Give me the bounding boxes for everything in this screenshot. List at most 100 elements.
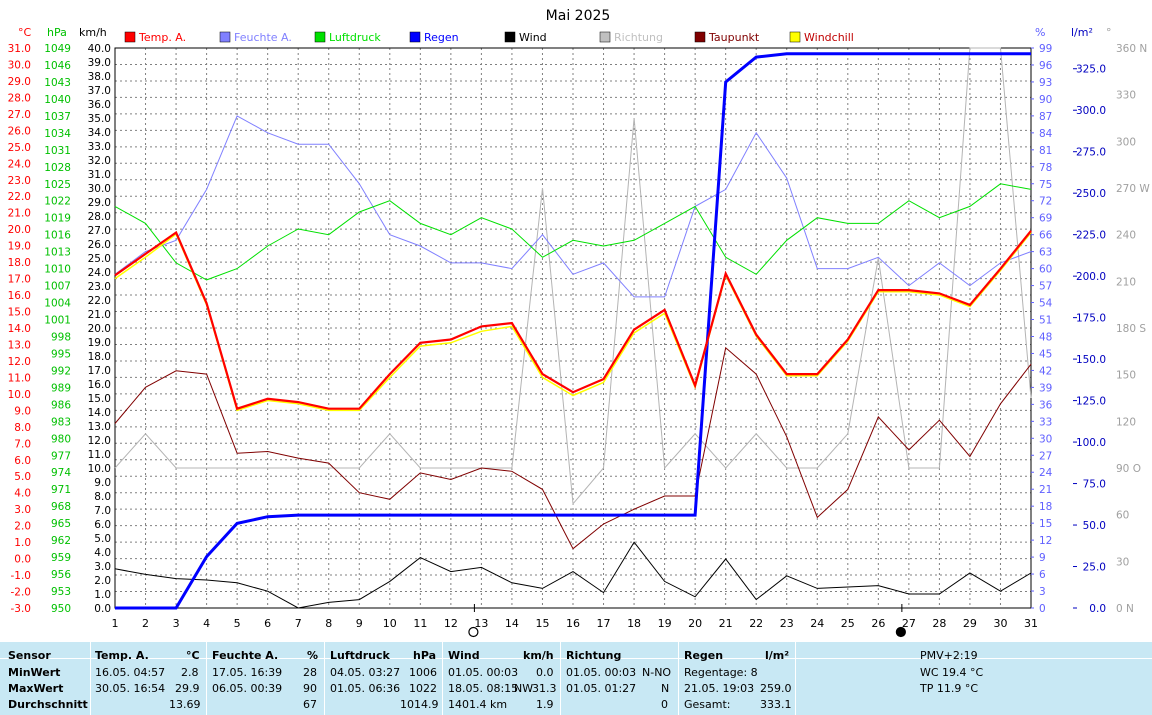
kmh-tick-label: 23.0 [88, 281, 111, 293]
unit-rain: l/m² [1071, 26, 1093, 39]
legend-swatch [599, 31, 611, 43]
temp-tick-label: 2.0 [14, 521, 31, 533]
x-tick-label: 5 [234, 617, 241, 630]
hpa-tick-label: 968 [51, 501, 71, 513]
series-line-wind [114, 541, 1032, 609]
legend-swatch [219, 31, 231, 43]
press-min: 1006 [409, 666, 437, 679]
hpa-tick-label: 1037 [44, 111, 71, 123]
kmh-tick-label: 4.0 [94, 547, 111, 559]
hpa-tick-label: 1034 [44, 128, 71, 140]
wind-max-dir: NW [514, 682, 534, 695]
hpa-tick-label: 974 [51, 467, 71, 479]
temp-tick-label: 31.0 [8, 43, 31, 55]
pct-tick-label: 45 [1039, 348, 1052, 360]
dir-max: N [661, 682, 670, 695]
pct-tick-label: 36 [1039, 399, 1053, 411]
x-tick-label: 25 [841, 617, 855, 630]
rain-tick-label: 225.0 [1076, 230, 1106, 242]
temp-tick-label: 6.0 [14, 455, 31, 467]
kmh-tick-label: 11.0 [88, 449, 111, 461]
rain-tick-label: 175.0 [1076, 313, 1106, 325]
pct-tick-label: 60 [1039, 264, 1052, 276]
temp-tick-label: -3.0 [11, 603, 32, 615]
kmh-tick-label: 21.0 [88, 309, 111, 321]
pct-tick-label: 48 [1039, 331, 1052, 343]
kmh-tick-label: 24.0 [88, 267, 111, 279]
temp-tick-label: 28.0 [8, 92, 31, 104]
row-label-min: MinWert [8, 666, 61, 679]
rain-unit: l/m² [765, 649, 790, 662]
kmh-tick-label: 31.0 [88, 169, 111, 181]
row-label-max: MaxWert [8, 682, 64, 695]
kmh-tick-label: 26.0 [88, 239, 111, 251]
hpa-tick-label: 1004 [44, 298, 71, 310]
series-line-feuchte-a [114, 115, 1032, 298]
temp-tick-label: -1.0 [11, 570, 32, 582]
dir-tick-label: 90 O [1116, 463, 1141, 475]
pct-tick-label: 54 [1039, 298, 1053, 310]
hpa-tick-label: 992 [51, 365, 71, 377]
temp-tick-label: 29.0 [8, 76, 31, 88]
dir-tick-label: 120 [1116, 416, 1136, 428]
legend-swatch [124, 31, 136, 43]
temp-tick-label: 23.0 [8, 175, 31, 187]
kmh-tick-label: 6.0 [94, 519, 111, 531]
kmh-tick-label: 16.0 [88, 379, 111, 391]
wind-distance: 1401.4 km [448, 698, 508, 711]
x-tick-label: 6 [264, 617, 271, 630]
legend-label: Richtung [614, 31, 663, 44]
pct-tick-label: 87 [1039, 111, 1052, 123]
kmh-tick-label: 34.0 [88, 127, 111, 139]
wind-min: 0.0 [536, 666, 554, 679]
x-tick-label: 29 [963, 617, 977, 630]
rain-tick-label: 75.0 [1083, 479, 1106, 491]
hpa-tick-label: 1010 [44, 264, 71, 276]
hpa-tick-label: 989 [51, 382, 71, 394]
temp-max-time: 30.05. 16:54 [95, 682, 166, 695]
x-tick-label: 7 [295, 617, 302, 630]
pct-tick-label: 33 [1039, 416, 1052, 428]
temp-tick-label: 7.0 [14, 438, 31, 450]
pct-tick-label: 12 [1039, 535, 1052, 547]
temp-tick-label: 30.0 [8, 59, 31, 71]
kmh-tick-label: 12.0 [88, 435, 111, 447]
pct-tick-label: 96 [1039, 60, 1053, 72]
temp-tick-label: 11.0 [8, 372, 31, 384]
row-label-avg: Durchschnitt [8, 698, 88, 711]
kmh-tick-label: 38.0 [88, 71, 111, 83]
temp-tick-label: 12.0 [8, 356, 31, 368]
dir-avg: 0 [661, 698, 668, 711]
temp-tick-label: 26.0 [8, 125, 31, 137]
hpa-tick-label: 995 [51, 348, 71, 360]
dir-tick-label: 180 S [1116, 323, 1146, 335]
wind-avg: 1.9 [536, 698, 554, 711]
hpa-tick-label: 1025 [44, 179, 71, 191]
kmh-tick-label: 28.0 [88, 211, 111, 223]
x-tick-label: 14 [505, 617, 519, 630]
hpa-tick-label: 1028 [44, 162, 71, 174]
legend-swatch [409, 31, 421, 43]
temp-tick-label: 1.0 [14, 537, 31, 549]
hpa-tick-label: 986 [51, 399, 71, 411]
legend-swatch [504, 31, 516, 43]
temp-tick-label: 25.0 [8, 142, 31, 154]
kmh-tick-label: 13.0 [88, 421, 111, 433]
temp-tick-label: 27.0 [8, 109, 31, 121]
x-tick-label: 16 [566, 617, 580, 630]
wind-title: Wind [448, 649, 480, 662]
pct-tick-label: 81 [1039, 145, 1052, 157]
series-line-richtung [114, 47, 1032, 506]
rain-tick-label: 275.0 [1076, 147, 1106, 159]
weather-chart: -3.0 -2.0 -1.0 0.0 1.0 2.0 3.0 4.0 5.0 6.0 7.0 8.0 9… [8, 8, 1150, 638]
x-tick-label: 11 [413, 617, 427, 630]
hpa-tick-label: 1007 [44, 281, 71, 293]
pct-tick-label: 30 [1039, 433, 1052, 445]
legend-label: Taupunkt [708, 31, 760, 44]
pct-tick-label: 84 [1039, 128, 1053, 140]
kmh-tick-label: 22.0 [88, 295, 111, 307]
x-tick-label: 23 [780, 617, 794, 630]
pct-tick-label: 6 [1039, 569, 1046, 581]
pct-tick-label: 99 [1039, 43, 1052, 55]
kmh-tick-label: 17.0 [88, 365, 111, 377]
